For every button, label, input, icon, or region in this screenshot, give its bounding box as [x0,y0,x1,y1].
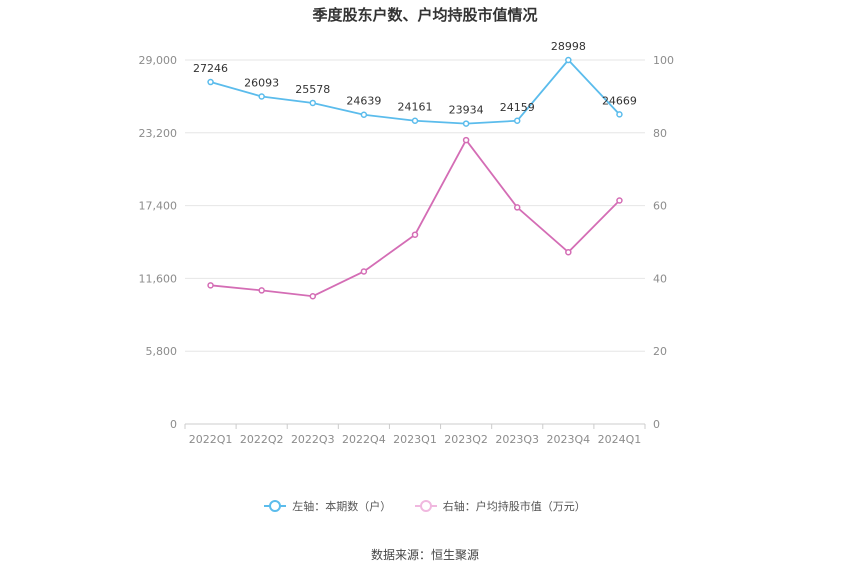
right-axis-tick-label: 40 [653,272,667,285]
x-axis-tick-label: 2023Q2 [444,433,488,446]
left-series-point [616,111,623,118]
right-series-point [309,292,317,300]
left-series-point [207,78,214,86]
data-label: 26093 [244,76,279,89]
right-axis-tick-label: 0 [653,418,660,431]
left-axis-tick-label: 23,200 [139,127,178,140]
legend-left-series-label: 左轴：本期数（户） [292,500,392,513]
left-axis-tick-label: 11,600 [139,272,178,285]
left-axis-tick-label: 5,800 [146,345,178,358]
left-series-line [210,58,621,125]
left-series-point [258,93,265,100]
data-label: 24159 [500,101,535,114]
legend-right-series-icon [414,500,437,512]
right-axis-tick-label: 20 [653,345,667,358]
right-series-point [565,248,572,256]
left-series-point [565,56,572,64]
data-source: 数据来源：恒生聚源 [370,548,479,562]
right-series-line [210,138,621,298]
right-series-point [616,197,623,204]
data-label: 25578 [295,83,330,96]
right-axis-tick-label: 80 [653,127,667,140]
left-axis-tick-label: 0 [170,418,177,431]
data-label: 27246 [193,62,228,75]
right-axis-tick-label: 100 [653,54,674,67]
legend-item-right-series[interactable]: 右轴：户均持股市值（万元） [414,498,586,514]
right-axis-tick-label: 60 [653,200,667,213]
right-series-point [360,268,368,275]
left-series-point [513,117,521,125]
data-label: 24639 [346,95,381,108]
data-label: 24669 [602,94,637,107]
right-series-point [411,231,419,238]
left-series-point [411,117,419,124]
legend: 左轴：本期数（户） 右轴：户均持股市值（万元） [0,498,850,515]
left-axis-tick-label: 17,400 [139,200,178,213]
x-axis-tick-label: 2023Q1 [393,433,437,446]
x-axis-tick-label: 2022Q1 [189,433,233,446]
left-series-point [462,120,470,127]
data-label: 28998 [551,40,586,53]
left-axis-tick-label: 29,000 [139,54,178,67]
right-series-point [513,204,521,211]
x-axis-tick-label: 2022Q3 [291,433,335,446]
x-axis-tick-label: 2022Q2 [240,433,284,446]
legend-item-left-series[interactable]: 左轴：本期数（户） [264,498,391,514]
right-series-point [462,136,470,144]
legend-right-series-label: 右轴：户均持股市值（万元） [442,500,586,513]
right-series-point [207,282,214,289]
chart-title: 季度股东户数、户均持股市值情况 [312,6,538,24]
data-label: 23934 [449,104,484,117]
left-series-point [360,111,368,118]
data-label: 24161 [398,101,433,114]
x-axis-tick-label: 2023Q4 [547,433,591,446]
x-axis-tick-label: 2022Q4 [342,433,386,446]
x-axis-tick-label: 2024Q1 [598,433,642,446]
left-series-point [309,99,317,107]
x-axis-tick-label: 2023Q3 [495,433,539,446]
legend-left-series-icon [264,500,287,512]
right-series-point [258,287,265,294]
